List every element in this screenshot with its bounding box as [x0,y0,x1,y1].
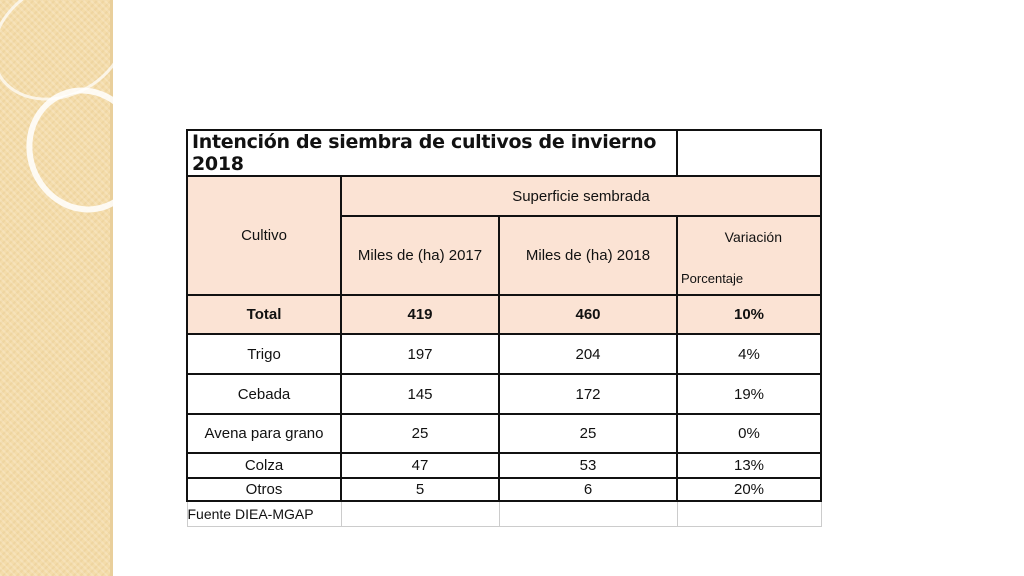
value-cell: 172 [498,373,678,415]
value-cell: 145 [340,373,500,415]
value-cell: 460 [498,294,678,335]
header-text: Porcentaje [681,271,744,286]
value-cell: 204 [498,333,678,375]
crop-name: Avena para grano [186,413,342,454]
header-cell: Variación Porcentaje [676,215,822,296]
value-cell: 25 [340,413,500,454]
value-cell: 6 [498,477,678,502]
table-row: Trigo 197 204 4% [186,333,822,375]
decor-rings [0,0,144,213]
table-title: Intención de siembra de cultivos de invi… [186,129,678,177]
value-cell: 25 [498,413,678,454]
header-cell: Cultivo [186,175,342,296]
value-cell: 53 [498,452,678,479]
table-row: Total 419 460 10% [186,294,822,335]
header-cell: Miles de (ha) 2018 [498,215,678,296]
value-cell: 197 [340,333,500,375]
crop-name: Otros [186,477,342,502]
crop-name: Colza [186,452,342,479]
header-text: Variación [724,229,782,245]
value-cell: 4% [676,333,822,375]
value-cell: 13% [676,452,822,479]
value-cell: 5 [340,477,500,502]
source-note: Fuente DIEA-MGAP [186,500,342,527]
table-row: Colza 47 53 13% [186,452,822,479]
empty-cell [498,500,678,527]
crop-name: Trigo [186,333,342,375]
value-cell: 10% [676,294,822,335]
value-cell: 419 [340,294,500,335]
crop-name: Total [186,294,342,335]
header-cell: Superficie sembrada [340,175,822,217]
table-row: Avena para grano 25 25 0% [186,413,822,454]
table-row: Cebada 145 172 19% [186,373,822,415]
crop-name: Cebada [186,373,342,415]
empty-cell [676,129,822,177]
value-cell: 0% [676,413,822,454]
header-cell: Miles de (ha) 2017 [340,215,500,296]
data-table: Intención de siembra de cultivos de invi… [186,129,822,527]
empty-cell [676,500,822,527]
value-cell: 20% [676,477,822,502]
empty-cell [340,500,500,527]
value-cell: 47 [340,452,500,479]
table-row: Otros 5 6 20% [186,477,822,502]
value-cell: 19% [676,373,822,415]
